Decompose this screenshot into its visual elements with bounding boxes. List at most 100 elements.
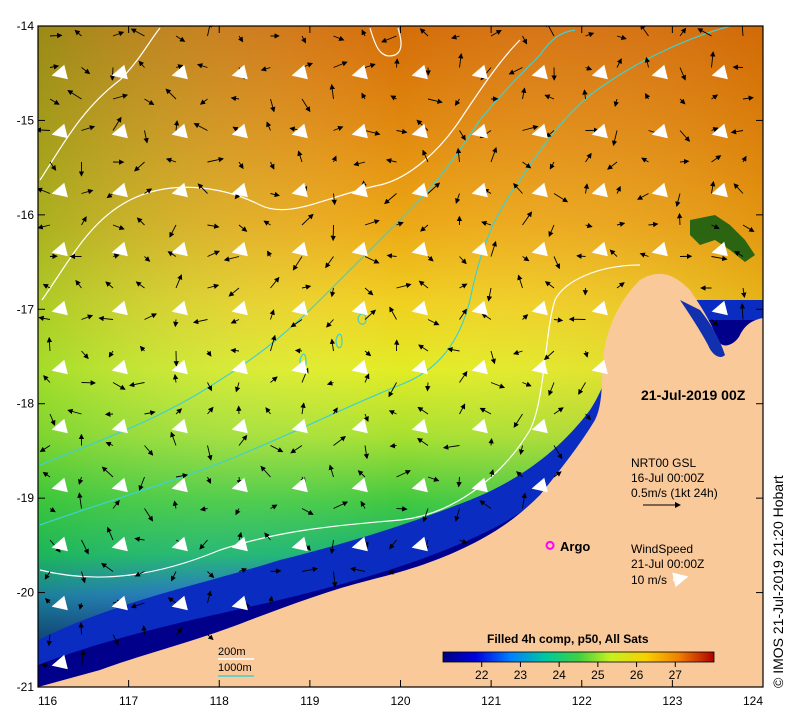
current-vector xyxy=(144,313,158,320)
colorbar-tick-label: 23 xyxy=(514,668,528,682)
current-vector xyxy=(479,407,492,415)
current-vector xyxy=(741,26,744,37)
wind-vector xyxy=(651,241,668,257)
current-vector xyxy=(207,406,214,415)
current-vector xyxy=(420,224,429,232)
wind-vector xyxy=(291,418,308,434)
current-vector xyxy=(357,470,366,478)
current-vector xyxy=(333,61,348,68)
current-vector xyxy=(270,98,276,113)
wind-vector xyxy=(171,359,188,375)
wind-vector xyxy=(351,418,368,434)
current-vector xyxy=(676,212,683,226)
current-vector xyxy=(675,193,681,208)
current-vector xyxy=(39,445,51,453)
wind-vector xyxy=(174,723,178,724)
wind-vector xyxy=(171,536,188,552)
current-vector xyxy=(425,382,431,392)
current-vector xyxy=(77,492,83,509)
current-vector xyxy=(301,284,312,290)
current-vector xyxy=(364,350,372,357)
current-vector xyxy=(170,431,177,446)
current-vector xyxy=(364,256,380,264)
wind-vector xyxy=(51,182,68,198)
current-vector xyxy=(270,334,277,352)
axis-ticks: 116 117 118 119 120 121 122 123 124 -14 -15 -16 -17 -… xyxy=(17,19,764,708)
current-vector xyxy=(105,441,114,447)
current-vector xyxy=(325,256,334,269)
current-vector xyxy=(459,130,466,141)
current-vector xyxy=(333,126,344,132)
wind-vector xyxy=(111,300,128,316)
current-vector xyxy=(553,193,569,203)
wind-vector xyxy=(51,64,68,80)
wind-vector xyxy=(171,182,188,198)
current-vector xyxy=(328,464,334,478)
wind-vector xyxy=(111,418,128,434)
current-legend-scale: 0.5m/s (1kt 24h) xyxy=(631,486,718,500)
wind-vector xyxy=(471,123,488,139)
current-vector xyxy=(139,345,146,352)
current-vector xyxy=(80,571,87,584)
lat-tick-label: -15 xyxy=(17,113,35,127)
current-vector xyxy=(193,123,208,131)
current-vector xyxy=(389,443,397,449)
wind-vector xyxy=(471,241,488,257)
current-vector xyxy=(38,127,51,133)
current-vector xyxy=(585,32,595,38)
wind-vector xyxy=(351,536,368,552)
vector-field xyxy=(38,26,755,724)
wind-vector xyxy=(291,241,308,257)
wind-vector xyxy=(351,64,368,80)
wind-legend: WindSpeed 21-Jul 00:00Z 10 m/s xyxy=(631,542,704,588)
current-vector xyxy=(207,445,213,461)
current-vector xyxy=(543,350,555,361)
current-vector xyxy=(456,476,462,488)
wind-vector xyxy=(351,477,368,493)
wind-vector xyxy=(531,64,548,80)
wind-legend-title: WindSpeed xyxy=(631,542,693,556)
current-vector xyxy=(112,31,125,37)
current-vector xyxy=(301,98,311,113)
current-vector xyxy=(389,539,397,550)
wind-vector xyxy=(111,182,128,198)
wind-vector xyxy=(234,723,238,724)
current-vector xyxy=(207,634,214,641)
wind-vector xyxy=(471,477,488,493)
wind-vector xyxy=(651,123,668,139)
current-vector xyxy=(363,445,369,460)
wind-vector xyxy=(291,182,308,198)
wind-vector xyxy=(531,359,548,375)
current-vector xyxy=(297,150,303,163)
current-vector xyxy=(616,34,627,40)
current-vector xyxy=(292,256,303,271)
current-vector xyxy=(234,382,241,393)
wind-vector xyxy=(351,241,368,257)
current-vector xyxy=(329,539,335,555)
wind-vector xyxy=(414,723,418,724)
current-vector xyxy=(637,193,649,200)
current-vector xyxy=(270,504,278,510)
wind-vector xyxy=(51,123,68,139)
king-sound-inlet xyxy=(680,300,725,357)
current-vector xyxy=(739,303,746,320)
current-vector xyxy=(112,224,125,231)
current-vector xyxy=(741,287,747,298)
current-vector xyxy=(545,26,555,37)
current-vector xyxy=(549,161,555,170)
current-vector xyxy=(260,66,271,72)
current-vector xyxy=(644,93,651,100)
current-vector xyxy=(479,500,492,509)
argo-float-marker xyxy=(545,540,555,550)
wind-vector xyxy=(354,723,358,724)
current-vector xyxy=(384,193,397,205)
current-vector xyxy=(260,465,271,478)
wind-vector xyxy=(471,418,488,434)
current-vector xyxy=(207,382,213,392)
wind-vector xyxy=(531,182,548,198)
credit-text: © IMOS 21-Jul-2019 21:20 Hobart xyxy=(770,475,786,688)
wind-vector xyxy=(654,723,658,724)
current-vector xyxy=(294,348,303,354)
current-vector xyxy=(711,224,720,229)
